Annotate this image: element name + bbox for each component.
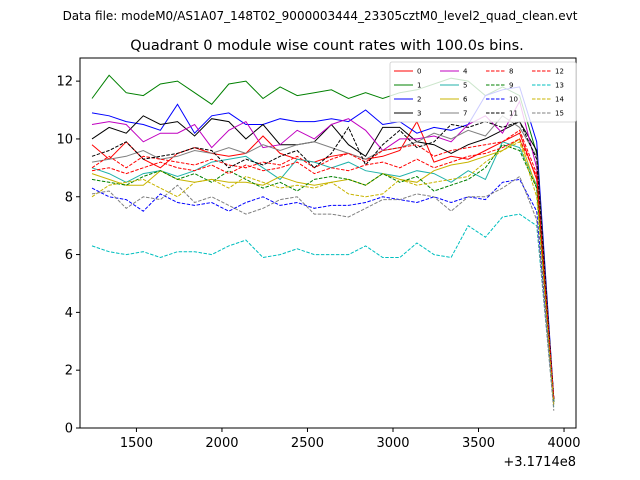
x-tick-label: 1500 — [120, 436, 153, 451]
series-line-11 — [91, 120, 555, 400]
legend-label-7: 7 — [463, 110, 467, 118]
legend-label-9: 9 — [509, 82, 513, 90]
legend-label-11: 11 — [509, 110, 518, 118]
legend-box — [389, 61, 577, 123]
legend-label-0: 0 — [417, 68, 421, 76]
legend-label-15: 15 — [555, 110, 564, 118]
x-tick-label: 2500 — [291, 436, 324, 451]
legend-label-14: 14 — [555, 96, 564, 104]
legend-label-5: 5 — [463, 82, 467, 90]
y-tick-label: 12 — [56, 75, 73, 90]
legend-label-12: 12 — [555, 68, 564, 76]
series-line-10 — [91, 178, 555, 405]
y-tick-label: 10 — [56, 132, 73, 147]
legend-label-13: 13 — [555, 82, 564, 90]
figure-suptitle: Data file: modeM0/AS1A07_148T02_90000034… — [63, 9, 578, 23]
series-line-9 — [91, 144, 555, 403]
plot-area — [91, 74, 555, 411]
y-tick-label: 4 — [65, 306, 73, 321]
legend-label-4: 4 — [463, 68, 468, 76]
chart-title: Quadrant 0 module wise count rates with … — [130, 38, 524, 54]
series-line-8 — [91, 129, 555, 400]
y-tick-label: 6 — [65, 248, 73, 263]
legend-label-8: 8 — [509, 68, 513, 76]
legend-label-6: 6 — [463, 96, 468, 104]
legend-label-10: 10 — [509, 96, 518, 104]
series-line-5 — [91, 141, 555, 403]
series-line-12 — [91, 138, 555, 400]
series-line-3 — [91, 115, 555, 403]
legend-label-3: 3 — [417, 110, 421, 118]
series-line-6 — [91, 138, 555, 403]
y-tick-label: 0 — [65, 422, 73, 437]
series-line-13 — [91, 213, 555, 408]
series-line-7 — [91, 115, 555, 403]
x-tick-label: 3000 — [376, 436, 409, 451]
x-tick-label: 4000 — [547, 436, 580, 451]
axes-frame — [79, 57, 577, 429]
y-tick-label: 8 — [65, 190, 73, 205]
legend-label-1: 1 — [417, 82, 421, 90]
x-tick-label: 3500 — [462, 436, 495, 451]
x-tick-label: 2000 — [205, 436, 238, 451]
series-line-15 — [91, 175, 555, 411]
x-offset-label: +3.1714e8 — [503, 455, 576, 470]
series-line-4 — [91, 100, 555, 400]
y-tick-label: 2 — [65, 364, 73, 379]
legend-label-2: 2 — [417, 96, 421, 104]
series-line-14 — [91, 141, 555, 405]
